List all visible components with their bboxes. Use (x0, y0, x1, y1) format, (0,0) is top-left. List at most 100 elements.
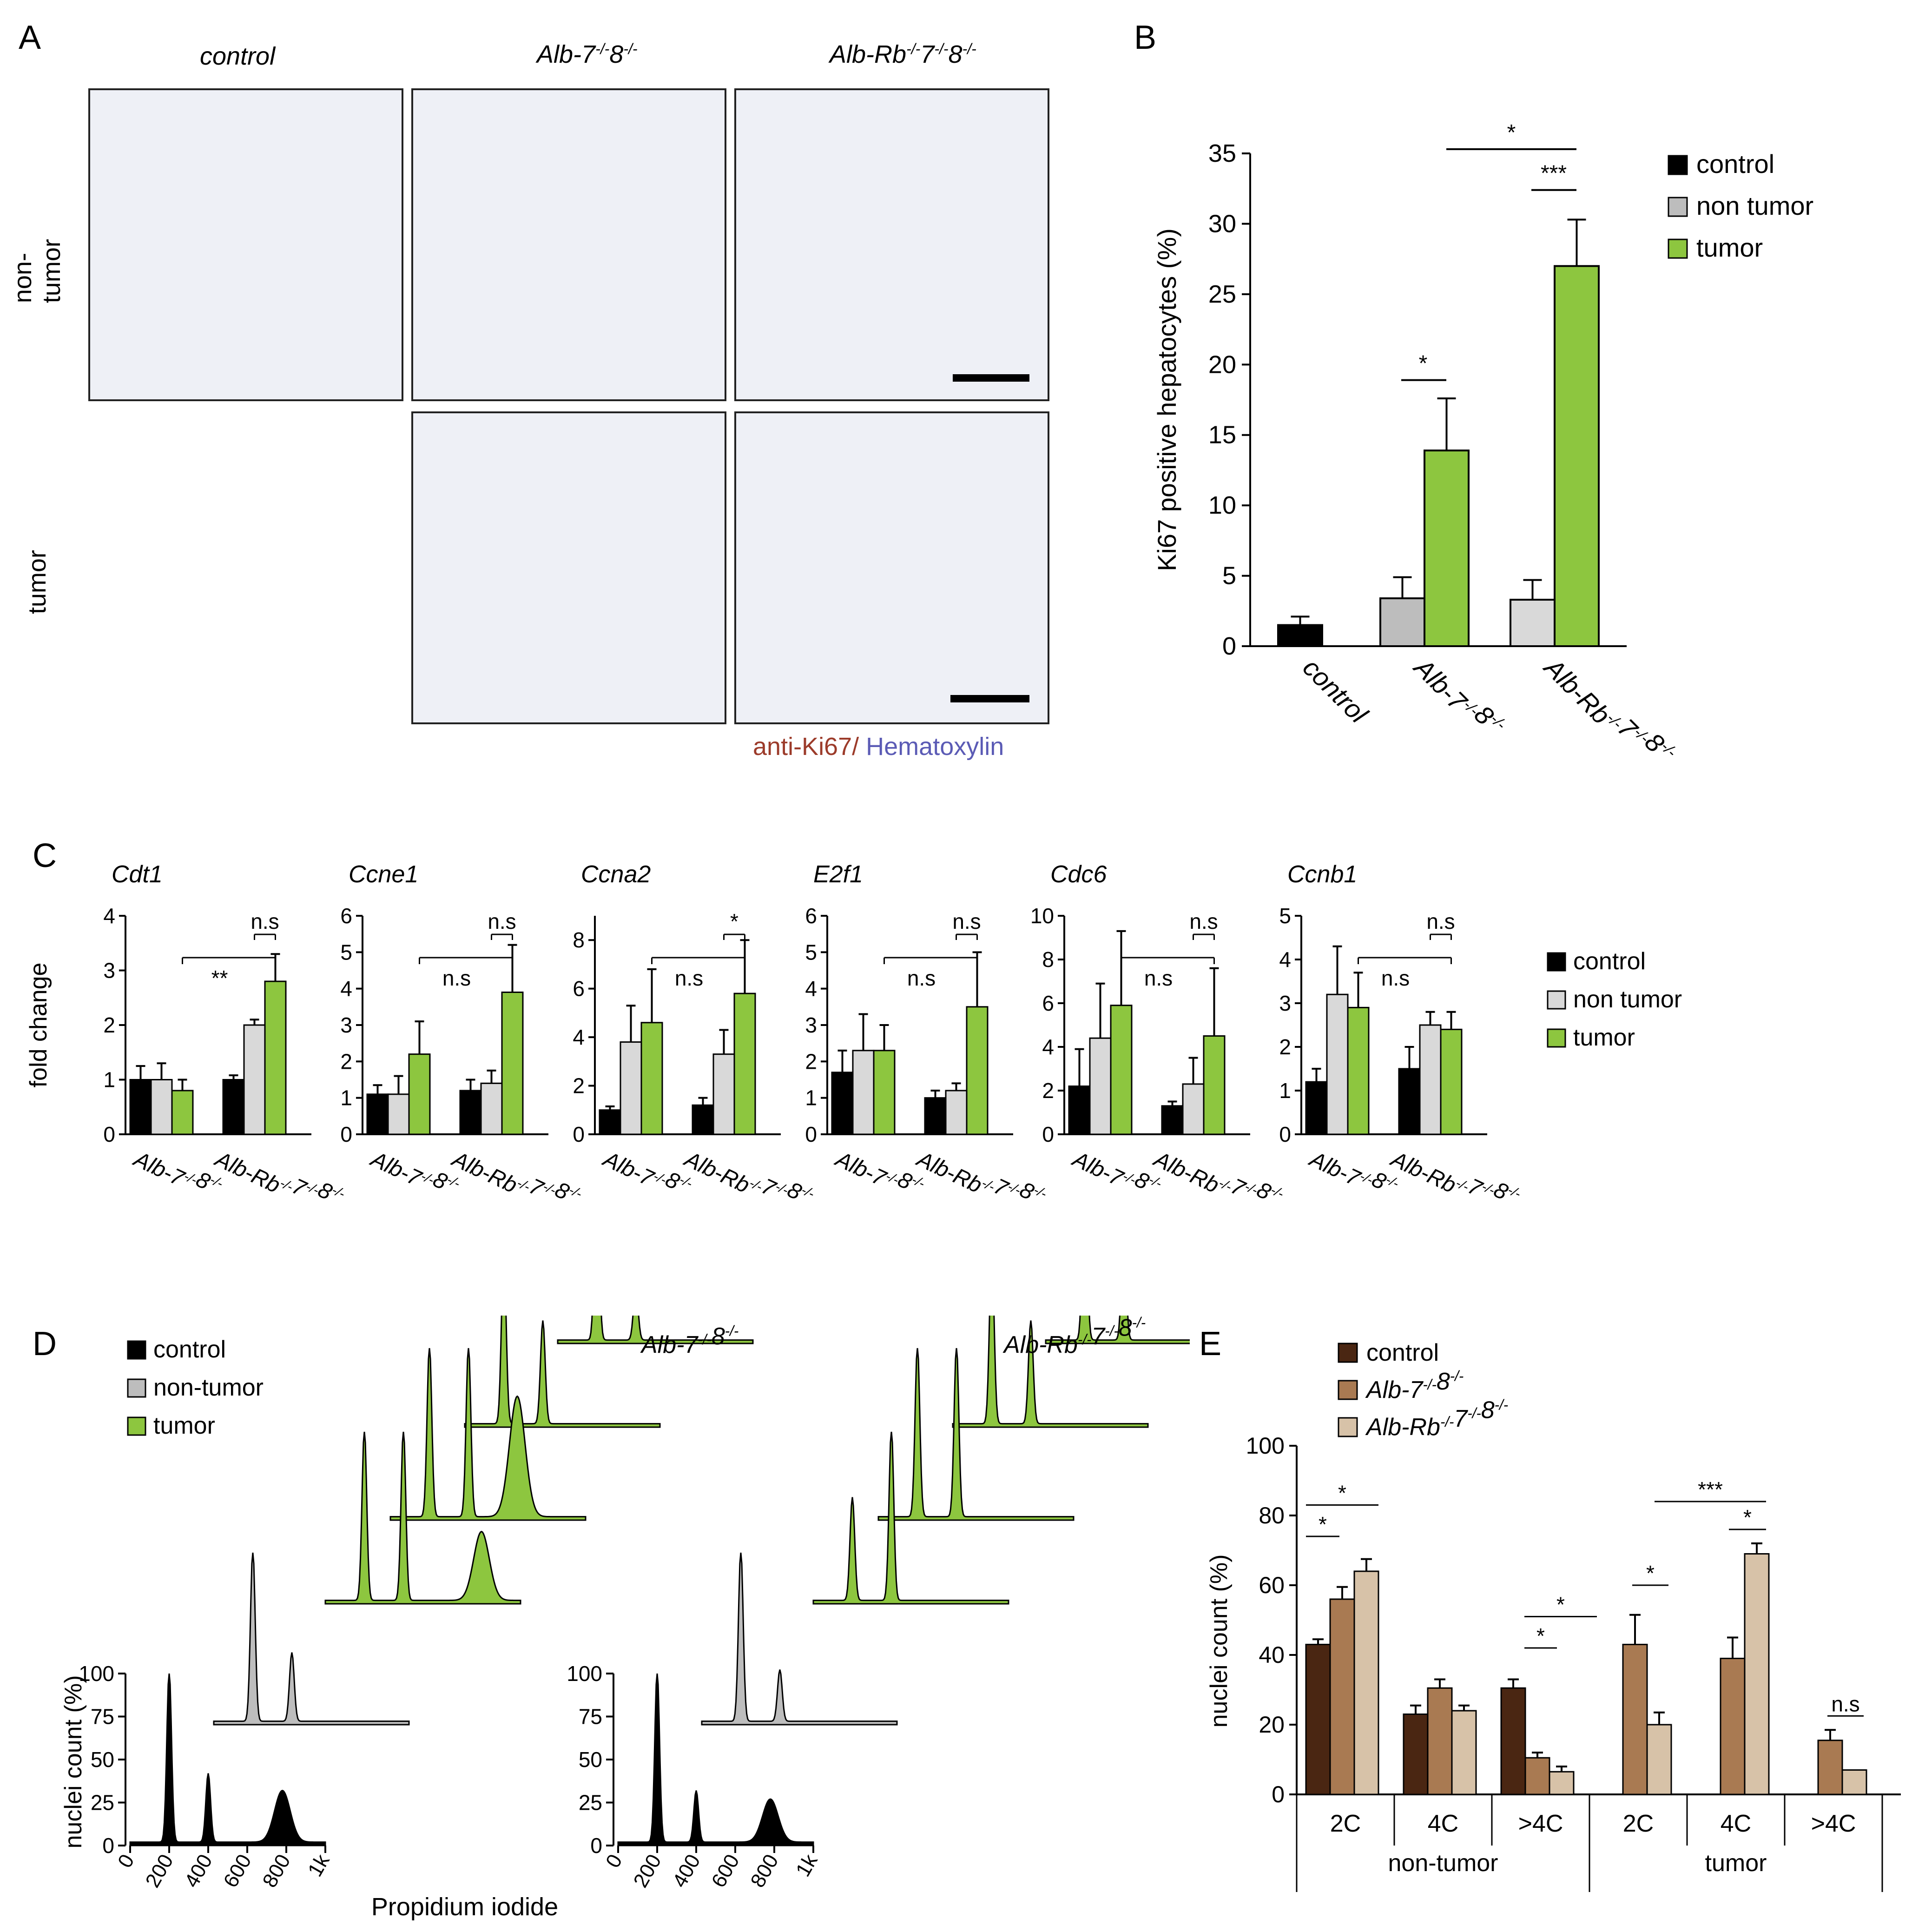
e-sig-3: * (1556, 1593, 1565, 1617)
c-ytick-label: 0 (805, 1122, 817, 1146)
b-xlabel-alb78: Alb-7-/-8-/- (1408, 645, 1510, 748)
c-ytick-label: 10 (1030, 904, 1054, 928)
c-ytick-label: 2 (1279, 1035, 1291, 1059)
d-left-hist-5 (557, 1316, 754, 1344)
c-ytick-label: 8 (573, 928, 585, 952)
b-ytick-label: 0 (1222, 632, 1236, 660)
e-ytick-label: 80 (1259, 1502, 1285, 1528)
c-legend-swatch-0 (1547, 952, 1566, 972)
e-bar-1-1 (1427, 1687, 1453, 1795)
b-ylabel: Ki67 positive hepatocytes (%) (1152, 228, 1181, 571)
c-xlabel-albrb78-4: Alb-Rb-/-7-/-8-/- (1149, 1132, 1286, 1224)
c-ytick-label: 3 (805, 1013, 817, 1037)
c-ytick-label: 1 (103, 1068, 115, 1092)
c-bar-3-1-1 (945, 1090, 968, 1135)
c-sig-outer-4: n.s (1144, 966, 1173, 990)
c-bar-2-1-0 (692, 1104, 714, 1135)
d-left-hist-1 (213, 1552, 410, 1726)
c-legend-label-2: tumor (1573, 1024, 1635, 1051)
c-gene-title-0: Cdt1 (112, 861, 163, 888)
micrograph-albrb78-non-tumor (734, 88, 1049, 401)
e-cat-label-1: 4C (1428, 1810, 1458, 1837)
c-ytick-label: 1 (805, 1086, 817, 1110)
b-ytick-label: 30 (1208, 210, 1236, 238)
c-sig-outer-3: n.s (907, 966, 936, 990)
e-bar-4-1 (1720, 1658, 1746, 1795)
d-left-xtick-label: 200 (141, 1851, 178, 1892)
d-legend-swatch-1 (127, 1378, 146, 1398)
c-xlabel-alb78-0: Alb-7-/-8-/- (129, 1139, 225, 1207)
e-bar-0-1 (1329, 1598, 1355, 1795)
c-bar-5-1-2 (1440, 1028, 1463, 1135)
b-legend-label-0: control (1696, 149, 1774, 179)
d-right-xtick-label: 400 (668, 1851, 705, 1892)
d-right-hist-4 (952, 1316, 1149, 1428)
c-ytick-label: 2 (573, 1074, 585, 1098)
c-bar-0-0-1 (150, 1079, 173, 1135)
c-gene-title-2: Ccna2 (581, 861, 651, 888)
c-bar-3-1-0 (924, 1097, 947, 1135)
b-bar-3 (1510, 599, 1556, 647)
e-ytick-label: 60 (1259, 1572, 1285, 1598)
d-legend-swatch-0 (127, 1340, 146, 1360)
c-bar-5-0-2 (1347, 1006, 1370, 1135)
c-xlabel-albrb78-5: Alb-Rb-/-7-/-8-/- (1386, 1132, 1523, 1224)
c-bar-4-0-1 (1089, 1037, 1112, 1135)
d-right-ytick-label: 100 (567, 1661, 602, 1686)
c-xlabel-alb78-3: Alb-7-/-8-/- (831, 1139, 927, 1207)
c-sig-outer-1: n.s (442, 966, 471, 990)
c-ytick-label: 1 (340, 1086, 352, 1110)
panel-b-label: B (1134, 19, 1157, 56)
d-left-ytick-label: 50 (91, 1747, 114, 1772)
e-legend-label-2: Alb-Rb-/-7-/-8-/- (1365, 1396, 1508, 1441)
b-sig-1: * (1419, 351, 1428, 376)
c-bar-2-1-2 (733, 992, 756, 1135)
e-sig-2: * (1536, 1624, 1545, 1648)
d-left-ytick-label: 0 (102, 1833, 114, 1858)
c-ytick-label: 5 (805, 940, 817, 964)
stain-ki67: anti-Ki67/ (753, 733, 859, 761)
c-xlabel-albrb78-1: Alb-Rb-/-7-/-8-/- (448, 1132, 585, 1224)
d-left-hist-3 (389, 1348, 587, 1521)
c-sig-inner-3: n.s (952, 909, 981, 933)
d-left-ytick-label: 25 (91, 1791, 114, 1815)
c-bar-0-1-1 (243, 1024, 266, 1135)
c-ytick-label: 4 (103, 904, 115, 928)
panel-d-label: D (33, 1325, 57, 1363)
d-right-ytick-label: 0 (590, 1833, 602, 1858)
d-left-hist-2 (324, 1431, 521, 1605)
e-sig-1: * (1338, 1481, 1346, 1505)
e-cat-label-3: 2C (1623, 1810, 1654, 1837)
c-ylabel: fold change (25, 963, 52, 1088)
c-sig-outer-0: ** (211, 966, 228, 990)
b-sig-3: * (1507, 120, 1516, 145)
micrograph-control-non-tumor (88, 88, 403, 401)
d-title-albrb78: Alb-Rb-/-7-/-8-/- (1002, 1316, 1146, 1358)
d-left-hist-0 (129, 1673, 326, 1846)
e-ytick-label: 20 (1259, 1712, 1285, 1738)
d-legend-label-1: non-tumor (153, 1374, 264, 1401)
b-bar-0 (1277, 624, 1323, 647)
e-bar-0-2 (1353, 1570, 1379, 1795)
c-ytick-label: 4 (805, 977, 817, 1001)
c-ytick-label: 6 (805, 904, 817, 928)
d-legend-label-0: control (153, 1336, 226, 1363)
scale-bar-bottom (950, 695, 1029, 702)
e-cat-label-0: 2C (1330, 1810, 1361, 1837)
panel-c-label: C (33, 837, 57, 874)
d-right-hist-5 (1045, 1316, 1190, 1344)
c-ytick-label: 8 (1042, 947, 1054, 972)
b-legend-swatch-1 (1668, 197, 1688, 217)
d-left-xtick-label: 1k (303, 1850, 334, 1881)
d-right-ytick-label: 25 (579, 1791, 602, 1815)
c-gene-title-5: Ccnb1 (1287, 861, 1357, 888)
c-xlabel-alb78-5: Alb-7-/-8-/- (1305, 1139, 1401, 1207)
c-bar-0-1-2 (264, 980, 287, 1135)
d-right-xtick-label: 200 (629, 1851, 666, 1892)
d-ylabel-left: nuclei count (%) (60, 1675, 87, 1849)
b-xlabel-control: control (1298, 653, 1374, 729)
b-ytick-label: 25 (1208, 280, 1236, 308)
row-label-tumor: tumor (23, 549, 51, 614)
c-bar-0-0-0 (129, 1079, 152, 1135)
